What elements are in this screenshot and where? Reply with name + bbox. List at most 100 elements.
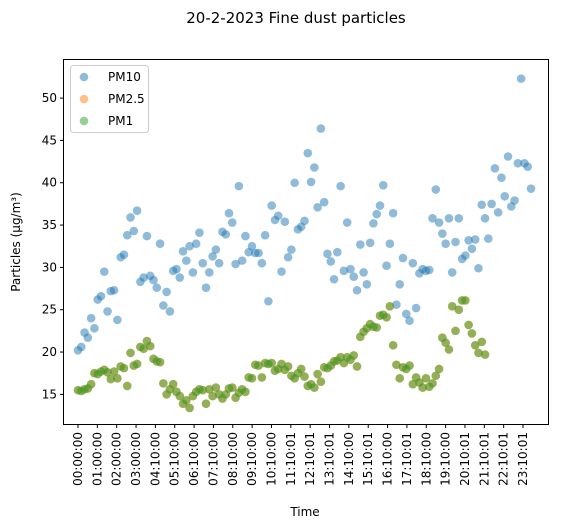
data-point (352, 362, 362, 371)
data-point (323, 249, 332, 259)
data-point (477, 200, 487, 210)
data-point (211, 383, 221, 392)
data-point (316, 377, 326, 386)
data-point (434, 364, 444, 374)
chart-title: 20-2-2023 Fine dust particles (186, 9, 406, 27)
data-point (185, 241, 194, 251)
data-point (280, 217, 290, 226)
x-tick-label: 21:10:01 (477, 432, 491, 486)
x-tick-label: 05:10:00 (168, 432, 182, 486)
x-tick-label: 02:00:00 (110, 432, 124, 486)
x-tick-label: 19:10:00 (439, 432, 453, 486)
data-point (372, 209, 382, 219)
points-layer (73, 74, 536, 413)
y-tick-label: 40 (42, 176, 57, 190)
data-point (454, 214, 464, 223)
data-point (300, 372, 309, 381)
data-point (283, 252, 293, 262)
legend-box (70, 65, 149, 133)
data-point (182, 396, 191, 405)
legend-label: PM2.5 (108, 92, 145, 106)
x-tick-label: 08:10:00 (226, 432, 240, 486)
data-point (461, 251, 470, 260)
data-point (208, 252, 217, 261)
data-point (434, 218, 444, 227)
data-point (155, 239, 165, 248)
data-point (132, 359, 142, 369)
data-point (122, 381, 132, 391)
data-point (139, 344, 148, 353)
data-point (96, 291, 106, 301)
y-tick-label: 30 (42, 260, 57, 274)
data-point (175, 391, 185, 401)
data-point (461, 296, 470, 305)
data-point (214, 258, 224, 268)
data-point (254, 361, 263, 370)
data-point (310, 163, 319, 172)
data-point (388, 340, 398, 350)
data-point (198, 385, 208, 395)
x-tick-label: 14:10:00 (342, 432, 356, 486)
data-point (346, 264, 355, 274)
data-point (119, 363, 129, 373)
x-tick-label: 13:10:01 (323, 432, 337, 486)
x-tick-label: 16:10:00 (381, 432, 395, 486)
legend-marker (79, 116, 89, 126)
data-point (484, 234, 493, 243)
series-pm25 (73, 296, 490, 413)
y-axis: 15 20 25 30 35 40 45 50 (42, 91, 64, 401)
x-tick-label: 03:00:00 (129, 432, 143, 486)
x-tick-label: 17:10:01 (400, 432, 414, 486)
data-point (234, 181, 244, 191)
data-point (500, 191, 510, 201)
data-point (162, 287, 171, 297)
data-point (113, 315, 122, 325)
data-point (132, 206, 142, 215)
data-point (447, 302, 457, 311)
data-point (178, 247, 188, 256)
data-point (451, 237, 460, 247)
x-tick-label: 10:10:00 (264, 432, 278, 486)
data-point (76, 342, 86, 352)
y-tick-label: 45 (42, 133, 57, 147)
data-point (257, 258, 267, 268)
data-point (191, 239, 201, 248)
data-point (431, 371, 441, 381)
data-point (467, 329, 477, 338)
data-point (106, 374, 116, 384)
data-point (205, 268, 214, 277)
data-point (306, 177, 316, 187)
x-tick-label: 20:10:01 (458, 432, 472, 486)
x-tick-label: 12:10:01 (303, 432, 317, 486)
data-point (480, 214, 490, 223)
data-point (273, 211, 283, 221)
x-tick-label: 15:10:01 (361, 432, 375, 486)
data-point (260, 230, 270, 240)
data-point (188, 268, 198, 277)
data-point (316, 124, 326, 133)
data-point (395, 373, 405, 383)
data-point (438, 229, 447, 238)
data-point (513, 158, 523, 168)
data-point (454, 305, 464, 315)
legend: PM10 PM2.5 PM1 (70, 65, 149, 133)
data-point (382, 313, 391, 322)
x-tick-label: 00:00:00 (71, 432, 85, 486)
data-point (444, 214, 454, 223)
data-point (231, 259, 240, 269)
x-tick-label: 04:10:00 (148, 432, 162, 486)
data-point (122, 230, 132, 240)
data-point (152, 283, 162, 293)
data-point (267, 201, 276, 210)
data-point (441, 239, 450, 248)
data-point (431, 185, 441, 194)
data-point (287, 245, 296, 254)
data-point (283, 362, 293, 371)
data-point (185, 403, 194, 413)
data-point (247, 373, 257, 383)
data-point (86, 379, 96, 389)
data-point (503, 152, 513, 161)
data-point (329, 274, 339, 284)
x-tick-label: 09:10:00 (245, 432, 259, 486)
